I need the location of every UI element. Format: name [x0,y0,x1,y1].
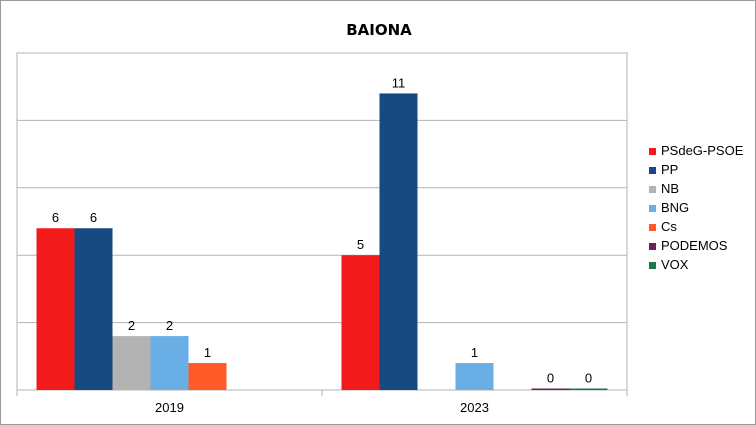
legend-label: PODEMOS [661,238,728,253]
bar [112,336,151,390]
legend-label: BNG [661,200,689,215]
category-label: 2019 [155,400,184,415]
category-axis: 2019 2023 [16,390,628,415]
data-label: 1 [204,345,211,360]
bars [36,93,608,390]
legend-swatch [649,205,656,212]
legend-swatch [649,243,656,250]
bar [36,228,75,390]
bar [379,93,418,390]
legend-label: NB [661,181,679,196]
data-label: 0 [585,371,592,386]
bar [150,336,189,390]
legend-label: PP [661,162,678,177]
legend-label: PSdeG-PSOE [661,143,744,158]
data-label: 0 [547,371,554,386]
legend-label: Cs [661,219,677,234]
legend-swatch [649,148,656,155]
data-label: 6 [90,210,97,225]
bar [531,388,570,390]
bar [74,228,113,390]
legend-label: VOX [661,257,689,272]
legend-swatch [649,167,656,174]
bar [188,363,227,390]
bar [341,255,380,390]
legend: PSdeG-PSOE PP NB BNG Cs PODEMOS VOX [649,143,744,272]
chart-title: BAIONA [346,21,412,39]
legend-swatch [649,224,656,231]
category-label: 2023 [460,400,489,415]
data-label: 2 [128,318,135,333]
data-label: 5 [357,237,364,252]
gridlines [17,119,627,324]
bar [569,388,608,390]
data-label: 6 [52,210,59,225]
data-label: 1 [471,345,478,360]
bar [455,363,494,390]
data-label: 11 [392,75,406,90]
legend-swatch [649,262,656,269]
data-label: 2 [166,318,173,333]
legend-swatch [649,186,656,193]
